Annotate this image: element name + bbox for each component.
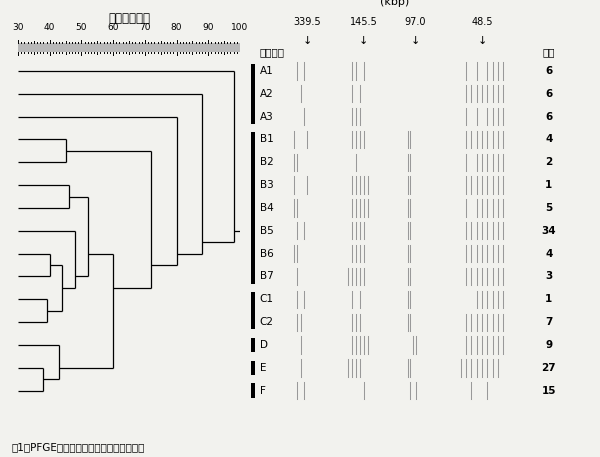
Text: B6: B6 (260, 249, 274, 259)
Text: 70: 70 (139, 23, 151, 32)
Text: 6: 6 (545, 112, 553, 122)
Text: 30: 30 (12, 23, 24, 32)
Text: 90: 90 (203, 23, 214, 32)
Text: 2: 2 (545, 157, 553, 167)
Text: ↓: ↓ (359, 36, 368, 46)
Text: 48.5: 48.5 (472, 17, 493, 27)
Text: C1: C1 (260, 294, 274, 304)
Text: 339.5: 339.5 (293, 17, 321, 27)
Bar (251, 361, 254, 375)
Text: B4: B4 (260, 203, 274, 213)
Text: 15: 15 (541, 386, 556, 396)
Bar (251, 383, 254, 398)
Text: B5: B5 (260, 226, 274, 236)
Text: 5: 5 (545, 203, 553, 213)
Bar (251, 64, 254, 124)
Text: A3: A3 (260, 112, 274, 122)
Text: 34: 34 (541, 226, 556, 236)
Bar (251, 338, 254, 352)
Text: 40: 40 (44, 23, 55, 32)
Text: 4: 4 (545, 249, 553, 259)
Text: 60: 60 (107, 23, 119, 32)
Text: 50: 50 (76, 23, 87, 32)
Text: D: D (260, 340, 268, 350)
Bar (251, 292, 254, 329)
Text: 27: 27 (541, 363, 556, 373)
Bar (18, 43, 240, 52)
Text: 3: 3 (545, 271, 553, 282)
Bar (251, 132, 254, 284)
Text: 4: 4 (545, 134, 553, 144)
Text: 7: 7 (545, 317, 553, 327)
Text: ↓: ↓ (478, 36, 487, 46)
Text: 97.0: 97.0 (405, 17, 426, 27)
Text: 100: 100 (232, 23, 248, 32)
Text: B2: B2 (260, 157, 274, 167)
Text: C2: C2 (260, 317, 274, 327)
Text: A2: A2 (260, 89, 274, 99)
Text: B7: B7 (260, 271, 274, 282)
Text: 株数: 株数 (542, 47, 555, 57)
Text: ↓: ↓ (302, 36, 312, 46)
Text: 1: 1 (545, 180, 553, 190)
Text: F: F (260, 386, 266, 396)
Text: 6: 6 (545, 66, 553, 76)
Text: 6: 6 (545, 89, 553, 99)
Text: (kbp): (kbp) (380, 0, 409, 7)
Text: 145.5: 145.5 (350, 17, 378, 27)
Text: 図1　PFGE法による遗伝子型と系統樹解析: 図1 PFGE法による遗伝子型と系統樹解析 (12, 442, 145, 452)
Text: B1: B1 (260, 134, 274, 144)
Text: 1: 1 (545, 294, 553, 304)
Text: B3: B3 (260, 180, 274, 190)
Text: 80: 80 (171, 23, 182, 32)
Text: ↓: ↓ (411, 36, 420, 46)
Text: E: E (260, 363, 266, 373)
Text: 遗伝子型: 遗伝子型 (260, 47, 284, 57)
Text: 相同性（％）: 相同性（％） (108, 12, 150, 25)
Text: A1: A1 (260, 66, 274, 76)
Text: 9: 9 (545, 340, 552, 350)
